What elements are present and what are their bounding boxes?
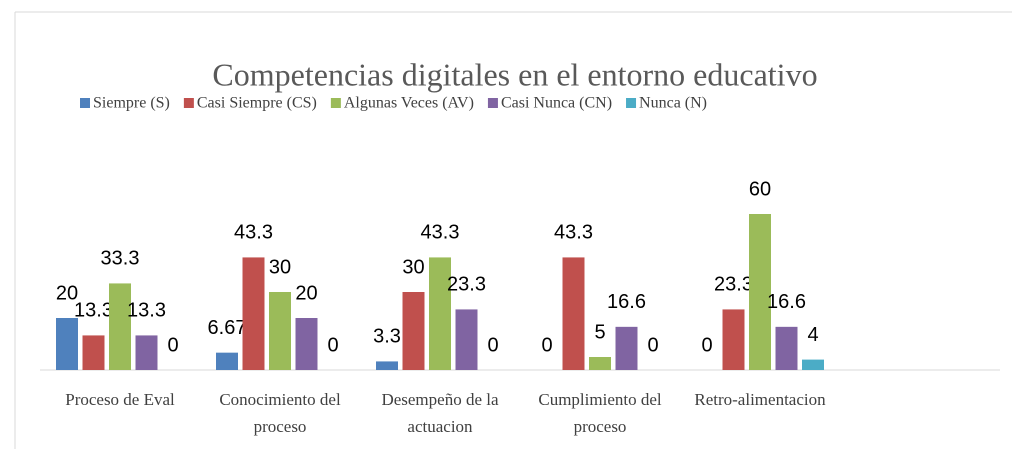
data-label: 23.3 xyxy=(447,274,486,296)
bar xyxy=(455,309,478,370)
bar xyxy=(802,359,824,370)
x-tick-label: Retro-alimentacion xyxy=(694,390,826,409)
bar xyxy=(615,326,638,370)
data-label: 6.67 xyxy=(208,317,247,339)
bar xyxy=(82,335,105,370)
bar xyxy=(109,283,131,370)
data-label: 30 xyxy=(402,256,424,278)
legend-label: Casi Nunca (CN) xyxy=(501,95,612,112)
x-tick-label: Conocimiento del proceso xyxy=(219,390,341,436)
legend-swatch xyxy=(330,98,341,108)
data-label: 20 xyxy=(295,282,317,304)
legend-label: Nunca (N) xyxy=(639,95,707,112)
bar xyxy=(242,257,265,370)
x-tick-label: Desempeño de la actuacion xyxy=(381,390,499,436)
data-label: 4 xyxy=(807,324,818,346)
bar xyxy=(749,214,771,370)
data-label: 13.3 xyxy=(127,300,166,322)
bar xyxy=(376,361,398,370)
data-label: 0 xyxy=(701,334,712,356)
bar xyxy=(402,292,425,370)
data-label: 30 xyxy=(269,256,291,278)
x-tick-label: Proceso de Eval xyxy=(65,390,175,409)
bar xyxy=(722,309,745,370)
legend-swatch xyxy=(80,98,90,108)
data-label: 3.3 xyxy=(373,326,401,348)
bar xyxy=(216,352,238,370)
bar xyxy=(295,318,318,370)
data-label: 0 xyxy=(327,334,338,356)
bar xyxy=(775,326,798,370)
bar xyxy=(269,292,291,370)
data-label: 13.3 xyxy=(74,300,113,322)
legend-swatch xyxy=(183,98,194,108)
data-label: 33.3 xyxy=(101,248,140,270)
x-tick-label: Cumplimiento del proceso xyxy=(538,390,662,436)
bar xyxy=(589,357,611,370)
chart-title: Competencias digitales en el entorno edu… xyxy=(212,56,817,92)
data-label: 43.3 xyxy=(234,222,273,244)
legend-swatch xyxy=(626,98,637,108)
bar xyxy=(135,335,158,370)
bar xyxy=(562,257,585,370)
data-label: 0 xyxy=(647,334,658,356)
data-label: 16.6 xyxy=(767,291,806,313)
data-label: 43.3 xyxy=(421,222,460,244)
bar xyxy=(56,318,78,370)
data-label: 5 xyxy=(594,321,605,343)
data-label: 20 xyxy=(56,282,78,304)
data-label: 43.3 xyxy=(554,222,593,244)
legend-label: Algunas Veces (AV) xyxy=(344,95,474,112)
data-label: 23.3 xyxy=(714,274,753,296)
data-label: 0 xyxy=(167,334,178,356)
data-label: 16.6 xyxy=(607,291,646,313)
legend-label: Casi Siempre (CS) xyxy=(197,95,317,112)
data-label: 60 xyxy=(749,178,771,200)
legend-label: Siempre (S) xyxy=(93,95,170,112)
data-label: 0 xyxy=(487,334,498,356)
legend-swatch xyxy=(487,98,498,108)
data-label: 0 xyxy=(541,334,552,356)
bar xyxy=(429,257,451,370)
